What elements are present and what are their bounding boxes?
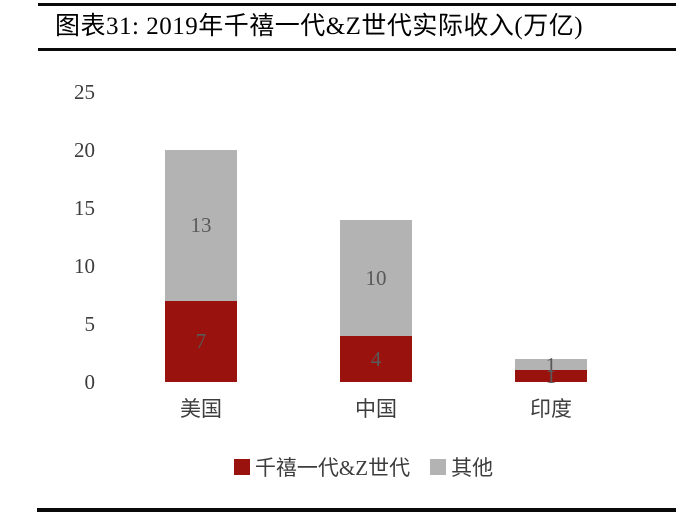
legend-item: 千禧一代&Z世代	[233, 452, 411, 482]
chart-legend: 千禧一代&Z世代 其他	[0, 453, 676, 481]
bar-value-label: 4	[370, 346, 382, 371]
bar-segment-millennials-genz	[165, 300, 237, 382]
y-axis-tick-label: 15	[74, 196, 95, 220]
y-axis-tick-label: 20	[74, 138, 95, 162]
legend-item: 其他	[430, 452, 493, 482]
bar-segment-other	[340, 219, 412, 336]
legend-swatch-other	[430, 459, 447, 475]
y-axis-tick-label: 0	[84, 370, 96, 394]
y-axis-tick-label: 10	[74, 254, 95, 278]
bar-segment-millennials-genz	[340, 335, 412, 382]
bar-value-label: 13	[190, 213, 212, 238]
bar-value-label: 10	[365, 265, 387, 290]
x-axis-category-label: 美国	[180, 397, 222, 421]
legend-swatch-millennials-genz	[233, 459, 250, 475]
legend-label: 其他	[451, 456, 494, 480]
bar-segment-other	[515, 358, 587, 371]
y-axis-tick-label: 5	[84, 312, 96, 336]
bar-value-label: 1	[545, 352, 557, 377]
title-top-rule	[38, 3, 676, 6]
bar-segment-millennials-genz	[515, 370, 587, 382]
title-bottom-rule	[38, 48, 676, 51]
y-axis-tick-label: 25	[74, 80, 95, 104]
bar-segment-other	[165, 150, 237, 301]
x-axis-category-label: 中国	[355, 397, 397, 421]
bar-value-label: 1	[545, 364, 557, 389]
legend-label: 千禧一代&Z世代	[254, 456, 411, 480]
bar-value-label: 7	[195, 329, 207, 354]
x-axis-category-label: 印度	[530, 397, 572, 421]
footer-rule	[37, 508, 676, 512]
figure-title: 图表31: 2019年千禧一代&Z世代实际收入(万亿)	[55, 13, 584, 40]
